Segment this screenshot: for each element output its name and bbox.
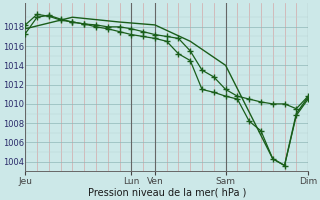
X-axis label: Pression niveau de la mer( hPa ): Pression niveau de la mer( hPa ) xyxy=(87,187,246,197)
